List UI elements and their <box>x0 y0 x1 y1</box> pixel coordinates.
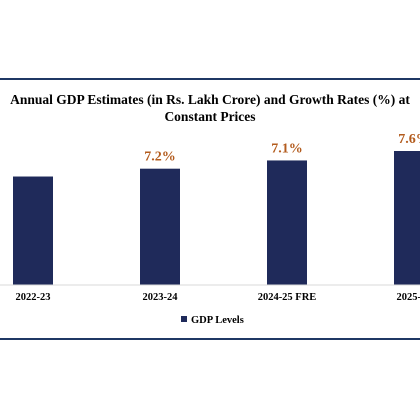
x-tick-2025-26: 2025-26 <box>397 292 420 303</box>
bar-2023-24 <box>140 168 180 285</box>
bar-2022-23 <box>13 176 53 285</box>
x-tick-2024-25-fre: 2024-25 FRE <box>258 292 317 303</box>
bar-2025-26 <box>394 151 420 285</box>
legend-label-gdp-levels: GDP Levels <box>191 315 244 326</box>
data-label-2024-25-fre: 7.1% <box>271 141 303 156</box>
plot-area: 2022-23 7.2% 2023-24 7.1% 2024-25 FRE 7.6% 202… <box>13 132 420 303</box>
x-tick-2022-23: 2022-23 <box>16 292 51 303</box>
legend-swatch-gdp-levels <box>181 316 187 322</box>
bar-2024-25-fre <box>267 160 307 285</box>
chart-title-line-2: Constant Prices <box>164 109 255 124</box>
data-label-2025-26: 7.6% <box>398 132 420 147</box>
data-label-2023-24: 7.2% <box>144 150 176 165</box>
legend: GDP Levels <box>181 315 244 326</box>
x-tick-2023-24: 2023-24 <box>143 292 179 303</box>
chart-title-line-1: Annual GDP Estimates (in Rs. Lakh Crore)… <box>10 92 410 107</box>
